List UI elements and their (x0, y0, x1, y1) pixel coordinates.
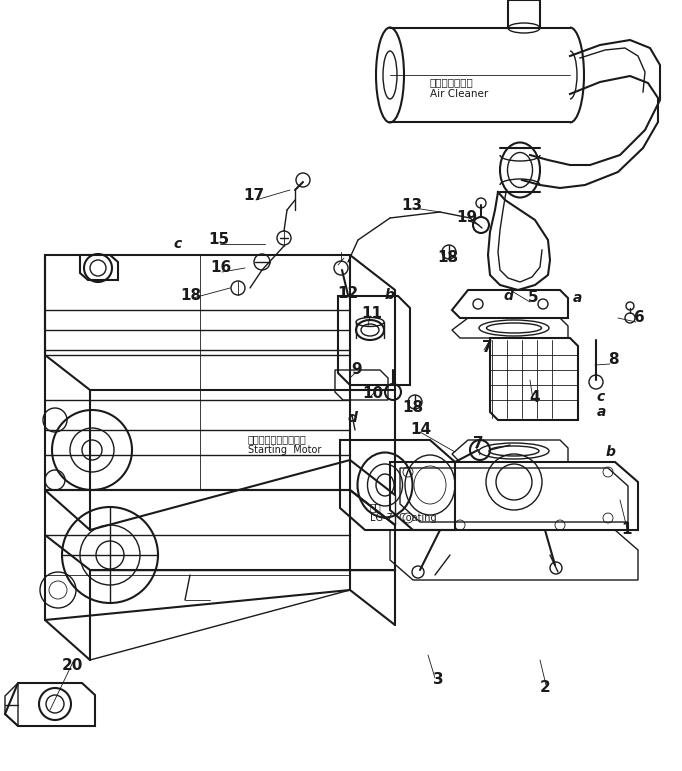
Text: 7: 7 (473, 436, 484, 452)
Polygon shape (80, 255, 118, 280)
Text: Air Cleaner: Air Cleaner (430, 89, 488, 99)
Text: 18: 18 (402, 399, 424, 415)
Text: 15: 15 (209, 233, 230, 247)
Text: 17: 17 (243, 188, 265, 204)
Text: c: c (174, 237, 182, 251)
Text: 5: 5 (528, 291, 538, 305)
Text: 19: 19 (456, 210, 477, 224)
Text: スターティングモータ: スターティングモータ (248, 434, 307, 444)
Text: 14: 14 (411, 423, 432, 437)
Text: 11: 11 (361, 305, 383, 321)
Text: 1: 1 (622, 523, 632, 537)
Text: a: a (596, 405, 606, 419)
Text: d: d (347, 411, 357, 425)
Text: d: d (503, 289, 513, 303)
Text: 13: 13 (402, 197, 423, 213)
Text: エアークリーナ: エアークリーナ (430, 77, 474, 87)
Text: 18: 18 (437, 251, 458, 265)
Text: b: b (385, 288, 395, 302)
Text: 7: 7 (481, 341, 492, 355)
Text: LG-7  Coating: LG-7 Coating (370, 513, 436, 523)
Text: c: c (597, 390, 605, 404)
Text: 18: 18 (181, 288, 202, 302)
Text: 20: 20 (61, 658, 83, 672)
Text: 12: 12 (338, 287, 359, 301)
Text: 途布: 途布 (370, 502, 382, 512)
Text: 16: 16 (210, 261, 232, 275)
Text: 3: 3 (432, 672, 443, 688)
Text: 2: 2 (539, 681, 550, 695)
Text: Starting  Motor: Starting Motor (248, 445, 321, 455)
Text: 4: 4 (530, 389, 540, 405)
Text: 10: 10 (362, 386, 383, 400)
Text: b: b (606, 445, 616, 459)
Text: a: a (572, 291, 582, 305)
Text: 8: 8 (608, 352, 619, 368)
Text: 9: 9 (352, 362, 362, 378)
Text: 6: 6 (634, 311, 644, 325)
